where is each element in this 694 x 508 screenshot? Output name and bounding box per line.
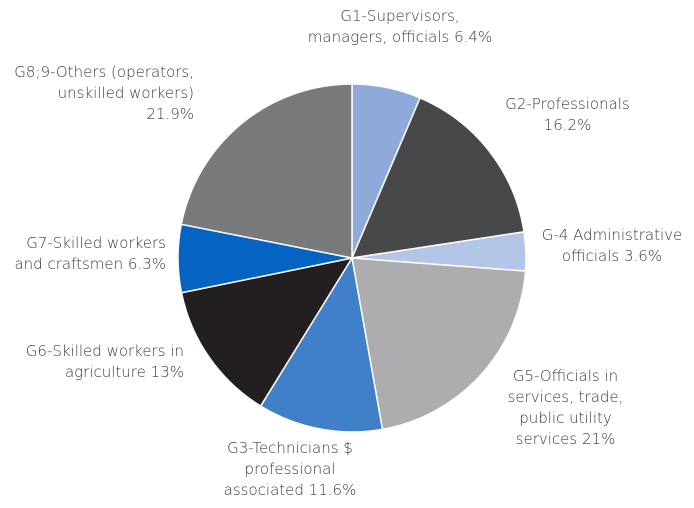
category-label: G8;9-Others (operators, unskilled worker… xyxy=(14,63,194,102)
category-label: G7-Skilled workers and craftsmen xyxy=(14,234,166,273)
pie-slice xyxy=(350,96,525,259)
slice-label: G3-Technicians $ professional associated… xyxy=(212,438,368,501)
slice-label: G8;9-Others (operators, unskilled worker… xyxy=(10,62,194,125)
category-label: G1-Supervisors, managers, officials xyxy=(307,7,460,46)
slice-label: G-4 Administrative officials 3.6% xyxy=(530,225,694,267)
value-label: 3.6% xyxy=(623,247,663,265)
value-label: 21% xyxy=(581,430,616,448)
category-label: G3-Technicians $ professional associated xyxy=(223,439,353,499)
value-label: 11.6% xyxy=(308,481,357,499)
pie-slice xyxy=(180,83,353,259)
value-label: 6.4% xyxy=(454,28,493,46)
slice-label: G7-Skilled workers and craftsmen 6.3% xyxy=(0,233,166,275)
slice-label: G5-Officials in services, trade, public … xyxy=(488,366,643,450)
category-label: G-4 Administrative officials xyxy=(541,226,683,265)
slice-label: G6-Skilled workers in agriculture 13% xyxy=(6,341,184,383)
pie-slice xyxy=(351,257,527,431)
value-label: 21.9% xyxy=(146,105,194,123)
slice-label: G2-Professionals 16.2% xyxy=(480,94,655,136)
category-label: G5-Officials in services, trade, public … xyxy=(507,367,624,448)
category-label: G2-Professionals xyxy=(505,95,630,113)
value-label: 16.2% xyxy=(543,116,592,134)
pie-slice xyxy=(259,255,384,433)
value-label: 6.3% xyxy=(127,255,166,273)
value-label: 13% xyxy=(150,363,184,381)
slice-label: G1-Supervisors, managers, officials 6.4% xyxy=(300,6,500,48)
category-label: G6-Skilled workers in agriculture xyxy=(25,342,184,381)
pie-slice xyxy=(180,256,354,408)
